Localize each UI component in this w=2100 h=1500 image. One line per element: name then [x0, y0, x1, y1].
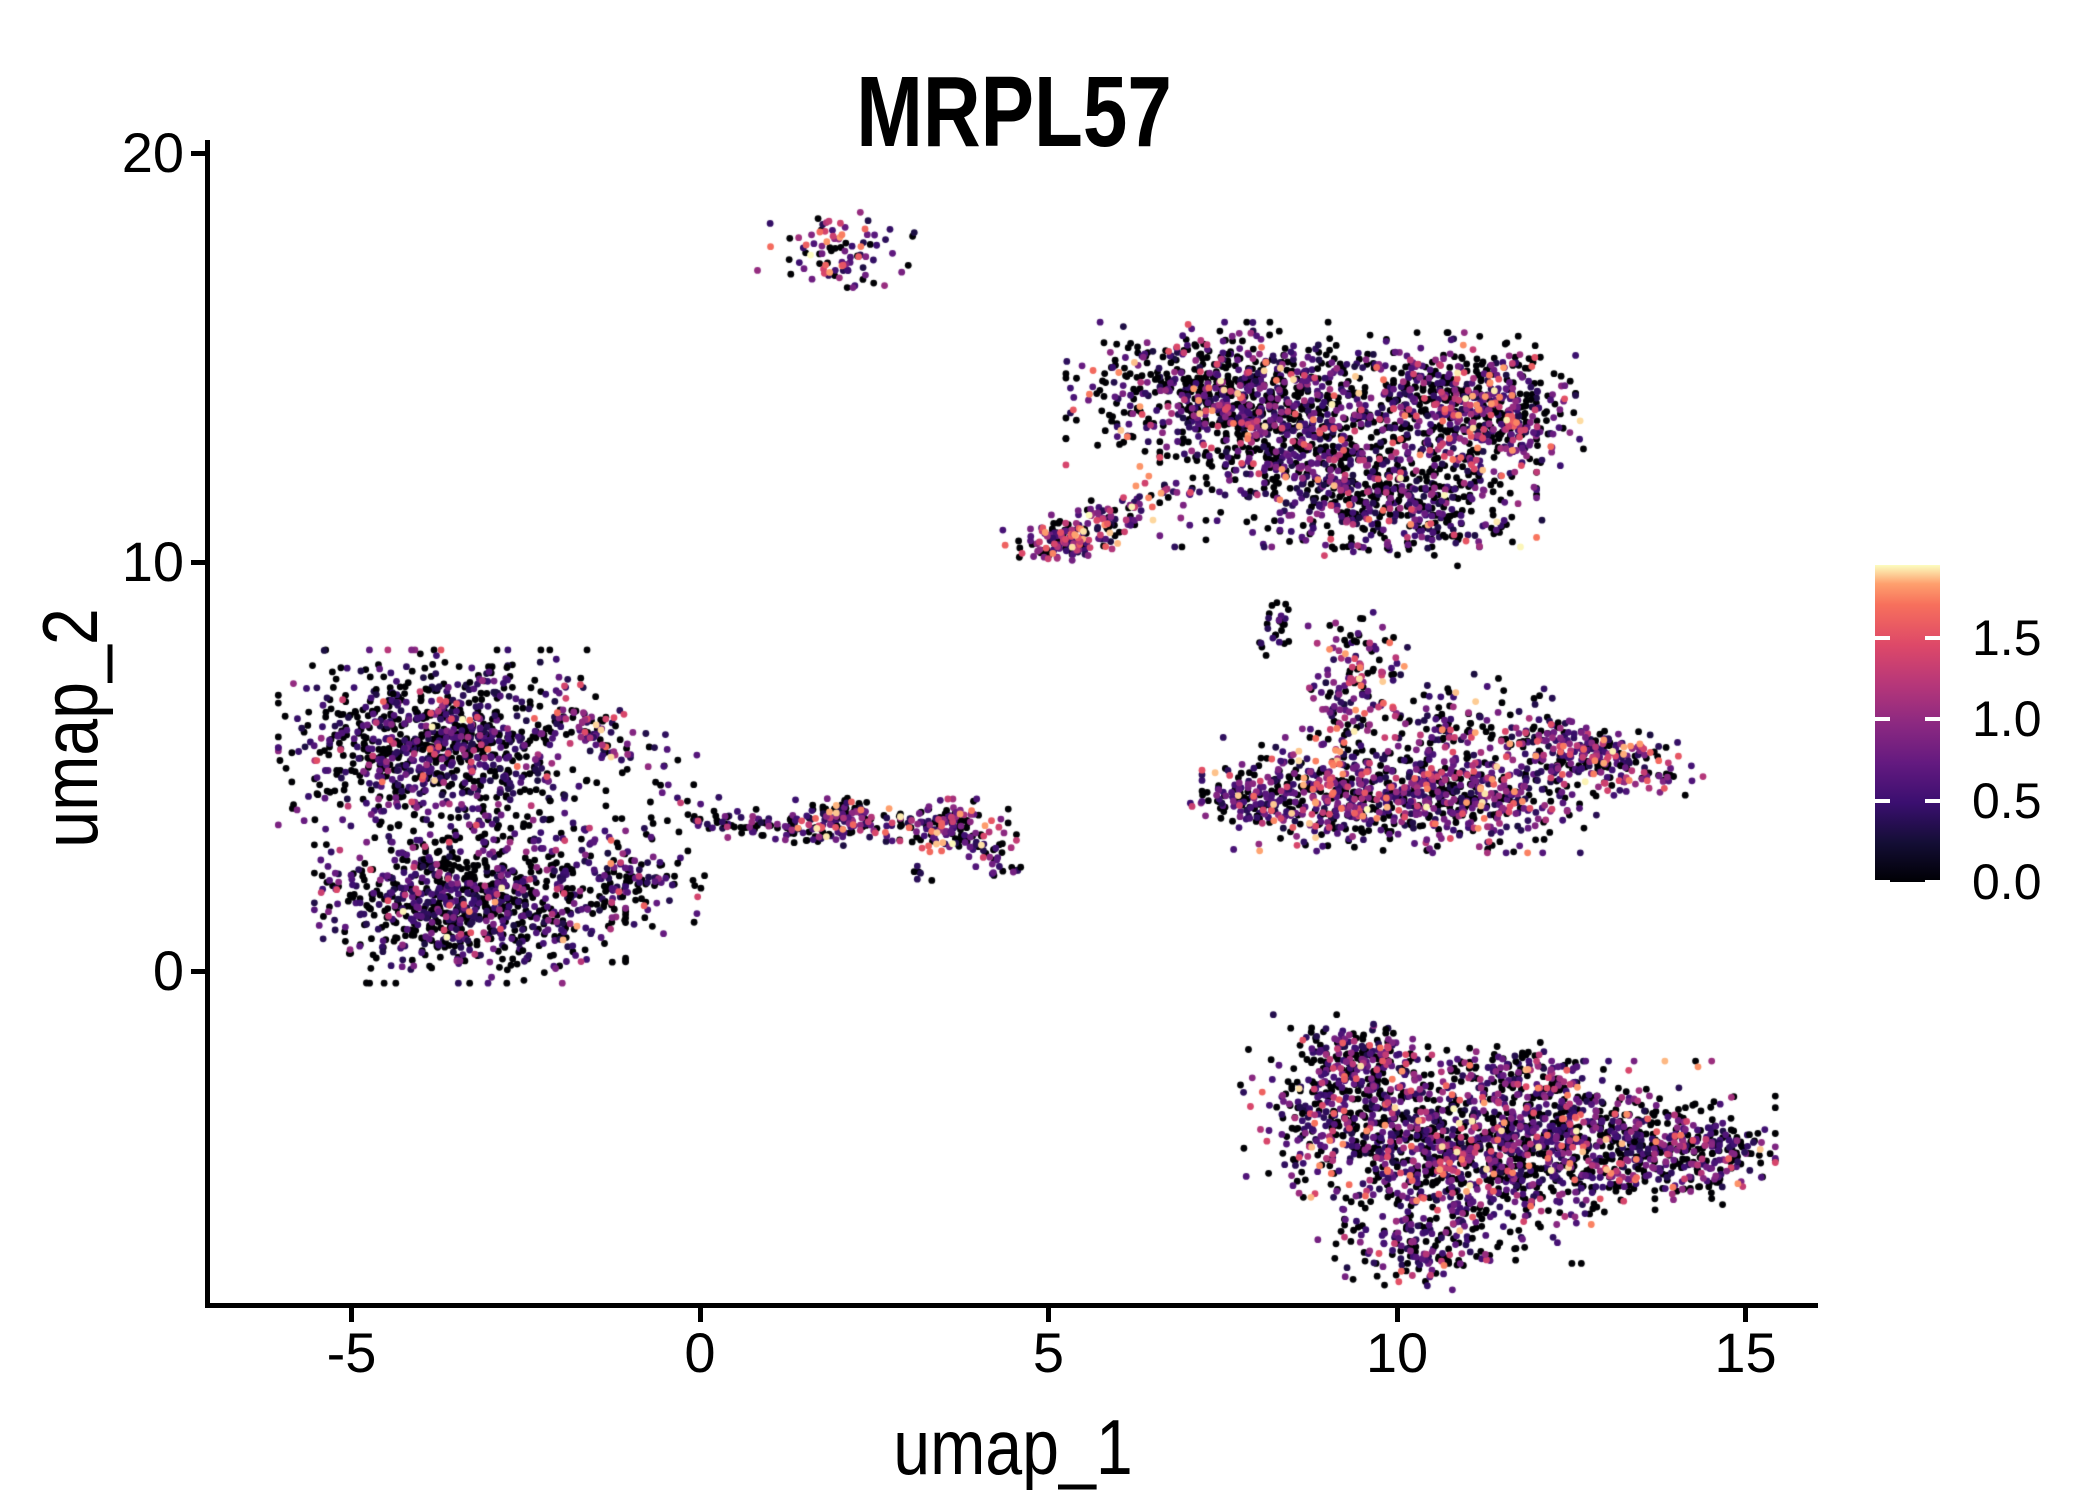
x-axis-title: umap_1 — [893, 1403, 1133, 1491]
x-tick-mark — [1394, 1308, 1400, 1322]
y-tick-label: 0 — [152, 939, 184, 1002]
x-tick-label: 15 — [1714, 1321, 1777, 1384]
colorbar-tick-dash — [1925, 717, 1940, 722]
y-tick-label: 10 — [121, 530, 184, 593]
y-axis-line — [205, 140, 210, 1308]
x-tick-label: 5 — [1032, 1321, 1065, 1384]
x-tick-mark — [1743, 1308, 1748, 1322]
colorbar-tick-dash — [1875, 880, 1890, 884]
x-tick-mark — [1046, 1308, 1051, 1322]
y-tick-label: 20 — [121, 121, 184, 184]
y-tick-mark — [191, 559, 205, 565]
x-tick-mark — [349, 1308, 354, 1322]
x-axis-line — [205, 1303, 1818, 1308]
colorbar-tick-dash — [1875, 798, 1890, 803]
colorbar-tick-dash — [1875, 636, 1890, 641]
y-axis-title: umap_2 — [26, 608, 114, 848]
x-tick-mark — [697, 1308, 703, 1322]
y-tick-mark — [191, 968, 205, 974]
colorbar-tick-label: 0.0 — [1972, 854, 2042, 910]
x-tick-label: -5 — [326, 1321, 377, 1384]
x-tick-label: 0 — [684, 1321, 716, 1384]
colorbar-tick-dash — [1875, 717, 1890, 722]
colorbar-tick-dash — [1925, 880, 1940, 884]
x-tick-label: 10 — [1365, 1321, 1429, 1384]
y-tick-mark — [191, 150, 205, 156]
colorbar-tick-dash — [1925, 798, 1940, 803]
colorbar-tick-label: 1.5 — [1972, 610, 2042, 667]
umap-scatter-canvas — [210, 140, 1820, 1303]
colorbar-tick-dash — [1925, 636, 1940, 641]
colorbar-tick-label: 1.0 — [1972, 691, 2042, 748]
colorbar-tick-label: 0.5 — [1972, 772, 2042, 829]
expression-colorbar — [1875, 565, 1940, 884]
